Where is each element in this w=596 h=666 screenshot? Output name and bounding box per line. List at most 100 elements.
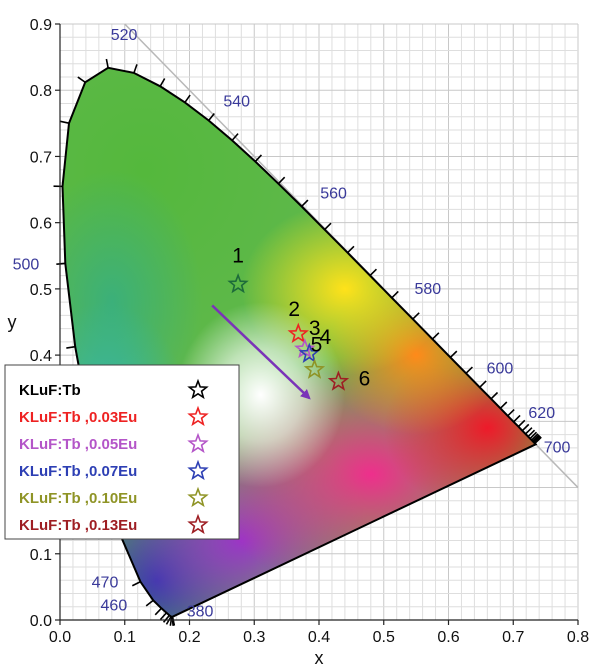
x-tick-label: 0.4 bbox=[308, 629, 330, 646]
point-number-label: 6 bbox=[359, 368, 371, 391]
locus-tick bbox=[301, 199, 309, 208]
point-number-label: 4 bbox=[319, 326, 331, 349]
locus-tick bbox=[231, 133, 239, 141]
locus-tick bbox=[208, 112, 215, 121]
legend-entry-label: KLuF:Tb ,0.05Eu bbox=[19, 436, 137, 453]
locus-tick bbox=[133, 64, 138, 74]
locus-tick bbox=[391, 290, 399, 299]
x-tick-label: 0.6 bbox=[437, 629, 459, 646]
wavelength-label: 600 bbox=[487, 360, 514, 377]
locus-tick bbox=[517, 419, 526, 428]
x-tick-label: 0.5 bbox=[373, 629, 395, 646]
x-tick-label: 0.0 bbox=[49, 629, 71, 646]
star-marker bbox=[287, 322, 309, 344]
legend-entry-label: KLuF:Tb ,0.03Eu bbox=[19, 409, 137, 426]
locus-tick bbox=[499, 401, 508, 409]
locus-tick bbox=[254, 154, 263, 163]
y-tick-label: 0.9 bbox=[30, 17, 52, 34]
legend-entry-suffix: ,0.13Eu bbox=[81, 517, 138, 534]
point-number-label: 1 bbox=[232, 244, 244, 267]
wavelength-label: 460 bbox=[101, 597, 128, 614]
locus-tick bbox=[346, 245, 355, 254]
locus-tick bbox=[465, 366, 473, 374]
legend-star-icon bbox=[187, 459, 209, 481]
legend-star-icon bbox=[187, 486, 209, 508]
y-axis-title: y bbox=[8, 312, 17, 332]
trend-arrow-line bbox=[211, 304, 311, 400]
locus-tick bbox=[277, 176, 286, 185]
trend-arrow bbox=[211, 304, 311, 400]
locus-tick bbox=[184, 94, 191, 103]
legend-entry-name: KLuF:Tb bbox=[19, 463, 81, 480]
locus-tick bbox=[145, 599, 154, 607]
y-tick-label: 0.8 bbox=[30, 83, 52, 100]
locus-tick bbox=[534, 436, 542, 445]
legend-entry-suffix: ,0.10Eu bbox=[81, 490, 138, 507]
locus-tick bbox=[431, 332, 440, 340]
locus-tick bbox=[159, 78, 166, 87]
locus-tick bbox=[154, 607, 162, 616]
locus-tick bbox=[527, 429, 536, 438]
wavelength-label: 470 bbox=[92, 575, 119, 592]
point-number-label: 3 bbox=[309, 317, 321, 340]
point-number-label: 2 bbox=[288, 298, 300, 321]
locus-tick bbox=[507, 408, 515, 417]
locus-tick bbox=[479, 380, 487, 388]
legend-star-icon bbox=[187, 513, 209, 535]
locus-tick bbox=[105, 58, 109, 68]
legend-box bbox=[4, 364, 240, 540]
legend-entry-label: KLuF:Tb ,0.10Eu bbox=[19, 490, 137, 507]
legend-entry-name: KLuF:Tb bbox=[19, 409, 81, 426]
locus-tick bbox=[162, 614, 170, 623]
wavelength-label: 580 bbox=[414, 281, 441, 298]
locus-tick bbox=[521, 423, 530, 432]
x-tick-label: 0.8 bbox=[567, 629, 589, 646]
legend-star-icon bbox=[187, 378, 209, 400]
locus-tick bbox=[412, 312, 420, 320]
y-tick-label: 0.5 bbox=[30, 282, 52, 299]
wavelength-label: 380 bbox=[187, 604, 214, 621]
x-tick-label: 0.7 bbox=[502, 629, 524, 646]
wavelength-label: 520 bbox=[111, 27, 138, 44]
wavelength-label: 560 bbox=[320, 185, 347, 202]
locus-tick bbox=[324, 222, 332, 231]
star-marker bbox=[298, 342, 320, 363]
x-tick-label: 0.2 bbox=[178, 629, 200, 646]
locus-tick bbox=[171, 616, 174, 626]
locus-tick bbox=[490, 391, 499, 400]
legend-entry-name: KLuF:Tb bbox=[19, 517, 81, 534]
locus-tick bbox=[531, 433, 539, 441]
locus-tick bbox=[513, 414, 521, 423]
legend-entry-name: KLuF:Tb bbox=[19, 382, 81, 399]
locus-tick bbox=[60, 120, 70, 124]
y-tick-label: 0.1 bbox=[30, 547, 52, 564]
x-tick-label: 0.3 bbox=[243, 629, 265, 646]
wavelength-label: 700 bbox=[544, 439, 571, 456]
wavelength-label: 540 bbox=[223, 93, 250, 110]
spectral-locus-outline bbox=[61, 66, 538, 618]
legend-entry-label: KLuF:Tb ,0.07Eu bbox=[19, 463, 137, 480]
star-marker bbox=[227, 273, 249, 294]
star-marker bbox=[294, 337, 316, 359]
locus-tick bbox=[77, 76, 86, 83]
locus-tick bbox=[369, 268, 378, 277]
legend-entry-name: KLuF:Tb bbox=[19, 490, 81, 507]
wavelength-label: 500 bbox=[13, 256, 40, 273]
legend-star-icon bbox=[187, 432, 209, 454]
star-marker bbox=[303, 358, 326, 379]
locus-tick bbox=[524, 427, 533, 435]
x-tick-label: 0.1 bbox=[114, 629, 136, 646]
locus-tick bbox=[56, 262, 66, 265]
legend-entry-suffix: ,0.07Eu bbox=[81, 463, 138, 480]
locus-tick bbox=[66, 345, 76, 349]
x-axis-title: x bbox=[315, 648, 324, 666]
star-marker bbox=[327, 370, 350, 391]
locus-tick bbox=[532, 435, 541, 443]
y-tick-label: 0.0 bbox=[30, 613, 52, 630]
wavelength-label: 620 bbox=[528, 405, 555, 422]
locus-tick bbox=[159, 612, 168, 621]
